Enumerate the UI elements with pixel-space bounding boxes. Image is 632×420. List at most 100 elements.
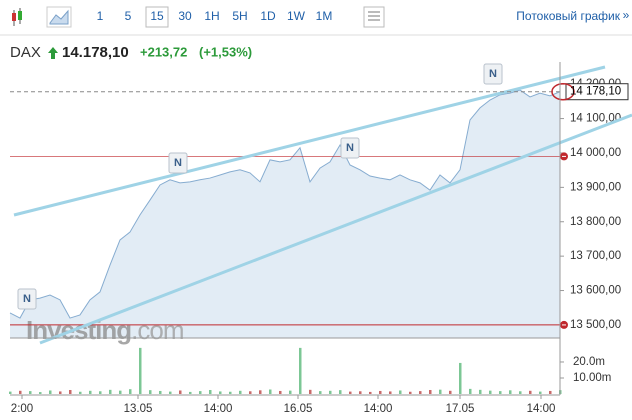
- more-button[interactable]: »: [623, 8, 630, 22]
- volume-tick-label: 20.0m: [573, 356, 605, 368]
- volume-bar: [349, 391, 352, 394]
- volume-bar: [449, 390, 452, 394]
- volume-bar: [399, 390, 402, 394]
- news-marker[interactable]: [168, 152, 188, 174]
- interval-button[interactable]: 15: [150, 9, 164, 23]
- volume-bar: [299, 347, 302, 394]
- volume-bar: [9, 391, 12, 394]
- news-marker-label: N: [489, 68, 497, 80]
- interval-button[interactable]: 30: [178, 9, 192, 23]
- volume-bar: [469, 388, 472, 394]
- volume-bar: [549, 390, 552, 394]
- y-tick-label: 13 500,00: [570, 319, 621, 331]
- volume-bar: [369, 391, 372, 394]
- volume-bar: [19, 390, 22, 394]
- change-percent: (+1,53%): [199, 44, 252, 59]
- volume-bar: [389, 391, 392, 394]
- volume-bar: [279, 390, 282, 394]
- trend-line: [13, 65, 606, 217]
- volume-tick-label: 10.00m: [573, 372, 611, 384]
- volume-bar: [149, 390, 152, 394]
- last-price-marker: [551, 82, 575, 101]
- volume-bar: [169, 391, 172, 394]
- x-tick-label: 14:00: [364, 403, 393, 415]
- interval-button[interactable]: 1H: [204, 9, 219, 23]
- price-line: [9, 89, 561, 319]
- news-marker[interactable]: [17, 288, 37, 310]
- price-area: [10, 90, 560, 338]
- news-marker-label: N: [174, 157, 182, 169]
- x-tick-label: 13.05: [124, 403, 153, 415]
- volume-bar: [139, 347, 142, 394]
- volume-bar: [189, 391, 192, 394]
- area-icon[interactable]: [46, 6, 72, 28]
- interval-button[interactable]: 5H: [232, 9, 247, 23]
- volume-bar: [519, 391, 522, 394]
- volume-bar: [179, 390, 182, 394]
- volume-bar: [219, 391, 222, 394]
- x-tick-label: 14:00: [204, 403, 233, 415]
- volume-bar: [79, 391, 82, 394]
- volume-bar: [509, 390, 512, 394]
- candle-icon[interactable]: [12, 8, 22, 26]
- y-tick-label: 13 900,00: [570, 181, 621, 193]
- interval-button[interactable]: 1: [97, 9, 104, 23]
- volume-bar: [329, 390, 332, 394]
- y-tick-label: 14 000,00: [570, 147, 621, 159]
- x-tick-label: 17.05: [446, 403, 475, 415]
- price: 14.178,10: [62, 44, 129, 61]
- y-tick-label: 13 700,00: [570, 250, 621, 262]
- interval-button[interactable]: 1W: [287, 9, 306, 23]
- y-tick-label: 13 800,00: [570, 216, 621, 228]
- volume-bar: [489, 390, 492, 394]
- news-marker[interactable]: [483, 63, 503, 85]
- volume-bar: [269, 389, 272, 394]
- settings-icon[interactable]: [363, 6, 385, 28]
- volume-bar: [29, 391, 32, 394]
- volume-bar: [429, 389, 432, 394]
- volume-bar: [339, 390, 342, 394]
- up-arrow: [48, 47, 58, 59]
- volume-bar: [319, 391, 322, 394]
- volume-bar: [309, 389, 312, 394]
- last-price-box: [565, 83, 629, 101]
- volume-bar: [289, 390, 292, 394]
- volume-bar: [69, 389, 72, 394]
- last-price-label: 14 178,10: [570, 86, 621, 98]
- news-marker-label: N: [23, 293, 31, 305]
- volume-bar: [99, 391, 102, 394]
- streaming-link[interactable]: Потоковый график: [516, 9, 620, 23]
- volume-bar: [239, 390, 242, 394]
- volume-bar: [459, 362, 462, 394]
- change: +213,72: [140, 44, 187, 59]
- watermark-part: .com: [131, 315, 183, 345]
- trend-line: [39, 113, 632, 345]
- symbol: DAX: [10, 44, 41, 61]
- selected-interval: [145, 6, 169, 28]
- volume-bar: [359, 391, 362, 394]
- news-marker[interactable]: [340, 137, 360, 159]
- volume-bar: [439, 389, 442, 394]
- volume-bar: [259, 390, 262, 394]
- volume-bar: [409, 391, 412, 394]
- volume-bar: [159, 390, 162, 394]
- volume-bar: [89, 390, 92, 394]
- volume-bar: [379, 390, 382, 394]
- x-tick-label: 16.05: [284, 403, 313, 415]
- watermark-part: Investing: [26, 315, 131, 345]
- volume-bar: [419, 391, 422, 394]
- volume-bar: [209, 389, 212, 394]
- volume-bar: [499, 391, 502, 394]
- interval-button[interactable]: 1D: [260, 9, 276, 23]
- volume-bar: [199, 391, 202, 394]
- volume-bar: [539, 391, 542, 394]
- interval-button[interactable]: 5: [125, 9, 132, 23]
- volume-bar: [529, 390, 532, 394]
- volume-bar: [479, 389, 482, 394]
- x-tick-label: 14:00: [527, 403, 556, 415]
- volume-bar: [129, 389, 132, 394]
- volume-bar: [59, 391, 62, 394]
- interval-button[interactable]: 1M: [316, 9, 333, 23]
- y-tick-label: 14 100,00: [570, 113, 621, 125]
